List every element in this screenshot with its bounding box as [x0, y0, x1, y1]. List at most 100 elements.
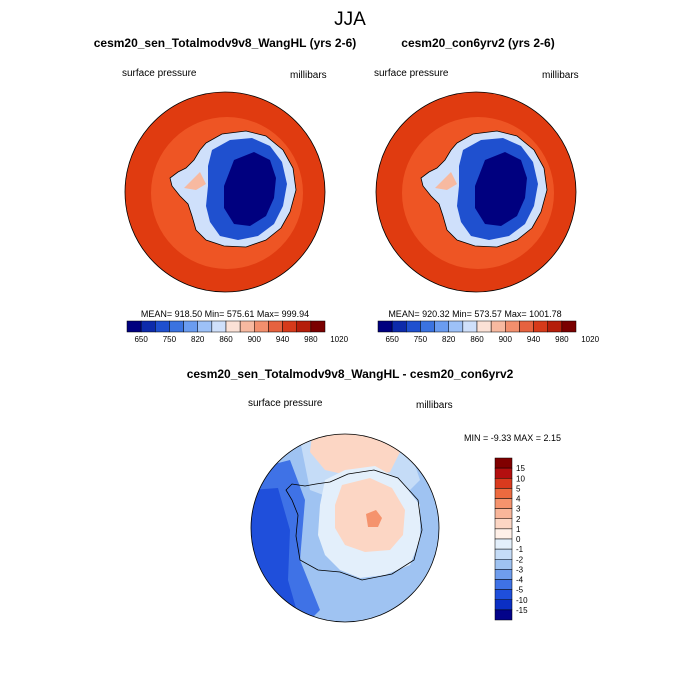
panel1-colorbar-swatch-12 [296, 320, 312, 333]
panel1-colorbar-tick-4: 900 [248, 335, 262, 344]
panel2-dome [475, 152, 527, 226]
panel3-colorbar-swatch-9 [494, 548, 513, 560]
panel3-colorbar-swatch-11 [494, 569, 513, 580]
panel3-colorbar-tick-0: 15 [516, 464, 525, 473]
panel2-title: cesm20_con6yrv2 (yrs 2-6) [401, 36, 555, 50]
panel3-colorbar-tick-4: 3 [516, 505, 521, 514]
panel3-colorbar-swatch-15 [494, 609, 513, 621]
panel3-center-max [366, 510, 382, 527]
panel2-penninsula [435, 172, 457, 190]
panel3-colorbar-swatch-2 [494, 478, 513, 489]
panel1-colorbar-swatch-0 [126, 320, 142, 333]
panel3-colorbar-swatch-12 [494, 579, 513, 590]
panel1-colorbar-swatch-10 [268, 320, 283, 333]
panel1-colorbar-swatch-6 [211, 320, 227, 333]
panel2-colorbar-swatch-9 [505, 320, 520, 333]
panel2-colorbar-swatch-8 [490, 320, 506, 333]
panel3-colorbar-tick-6: 1 [516, 525, 521, 534]
panel2-colorbar-tick-0: 650 [385, 335, 399, 344]
panel3-colorbar-swatch-4 [494, 498, 513, 509]
panel1-title: cesm20_sen_Totalmodv9v8_WangHL (yrs 2-6) [93, 36, 357, 50]
panel1-dome [224, 152, 276, 226]
panel1-right-label: millibars [290, 70, 327, 81]
panel3-colorbar-swatch-0 [494, 457, 513, 469]
panel2-colorbar-tick-1: 750 [414, 335, 428, 344]
panel3-colorbar-swatch-5 [494, 508, 513, 519]
panel1-colorbar-tick-0: 650 [134, 335, 148, 344]
panel3-colorbar-swatch-10 [494, 559, 513, 570]
panel3-colorbar-tick-5: 2 [516, 515, 521, 524]
panel3-stats: MIN = -9.33 MAX = 2.15 [464, 433, 562, 443]
panel1-coastline [169, 130, 297, 248]
panel2-colorbar-swatch-11 [533, 320, 548, 333]
panel1-colorbar-swatch-2 [155, 320, 170, 333]
panel2-colorbar-swatch-4 [434, 320, 449, 333]
panel3-colorbar-tick-1: 10 [516, 474, 525, 483]
panel2-colorbar-swatch-12 [547, 320, 563, 333]
panel3-colorbar-swatch-14 [494, 599, 513, 611]
panel2-colorbar-swatch-7 [476, 320, 492, 333]
panel3-colorbar-tick-12: -5 [516, 586, 524, 595]
panel3-colorbar-swatch-8 [494, 538, 513, 550]
panel1-colorbar-swatch-9 [254, 320, 269, 333]
panel3-colorbar-tick-10: -3 [516, 565, 524, 574]
panel3-colorbar-swatch-13 [494, 589, 513, 600]
panel1-colorbar-swatch-13 [310, 320, 326, 333]
panel2-colorbar-tick-7: 1020 [581, 335, 599, 344]
panel1-colorbar-swatch-5 [197, 320, 213, 333]
panel2-colorbar-tick-6: 980 [555, 335, 569, 344]
panel1-left-label: surface pressure [122, 68, 197, 79]
panel3-colorbar-tick-7: 0 [516, 535, 521, 544]
panel1-colorbar-swatch-1 [140, 320, 156, 333]
panel1-colorbar-swatch-7 [225, 320, 241, 333]
panel1-colorbar-swatch-11 [282, 320, 297, 333]
panel3-map [251, 434, 439, 622]
panel2-colorbar-tick-4: 900 [499, 335, 513, 344]
panel2-coastline [420, 130, 548, 248]
panel1-colorbar-swatch-4 [183, 320, 198, 333]
panel3-north-positive [310, 434, 400, 478]
panel2-colorbar-tick-2: 820 [442, 335, 456, 344]
panel3-colorbar-swatch-7 [494, 528, 513, 540]
panel3-title: cesm20_sen_Totalmodv9v8_WangHL - cesm20_… [186, 367, 514, 381]
panel2-map [376, 92, 576, 292]
panel3-colorbar-swatch-6 [494, 518, 513, 530]
panel3-colorbar-tick-2: 5 [516, 484, 521, 493]
panel3-colorbar-tick-13: -10 [516, 596, 528, 605]
panel3-colorbar-tick-11: -4 [516, 576, 524, 585]
panel1-colorbar-tick-2: 820 [191, 335, 205, 344]
panel3-map-border [250, 433, 440, 623]
panel1-penninsula [184, 172, 206, 190]
panel1-colorbar-tick-3: 860 [219, 335, 233, 344]
panel1-map [125, 92, 325, 292]
panel2-colorbar-swatch-0 [377, 320, 393, 333]
panel1-colorbar-tick-5: 940 [276, 335, 290, 344]
panel2-colorbar-swatch-5 [448, 320, 464, 333]
panel2-map-border [375, 91, 577, 293]
panel2-colorbar-tick-5: 940 [527, 335, 541, 344]
panel3-left-label: surface pressure [248, 398, 323, 409]
figure-title: JJA [334, 9, 366, 30]
panel2-colorbar-swatch-3 [420, 320, 435, 333]
panel3-colorbar-tick-3: 4 [516, 495, 521, 504]
panel3-right-label: millibars [416, 400, 453, 411]
panel3-colorbar-tick-8: -1 [516, 545, 524, 554]
panel2-colorbar-swatch-2 [406, 320, 421, 333]
panel1-colorbar-tick-1: 750 [163, 335, 177, 344]
panel2-right-label: millibars [542, 70, 579, 81]
panel2-stats: MEAN= 920.32 Min= 573.57 Max= 1001.78 [388, 309, 562, 319]
panel1-map-border [124, 91, 326, 293]
panel1-colorbar-tick-7: 1020 [330, 335, 348, 344]
panel3-colorbar-tick-14: -15 [516, 606, 528, 615]
panel2-colorbar-swatch-1 [391, 320, 407, 333]
panel2-colorbar-swatch-13 [561, 320, 577, 333]
panel2-colorbar-tick-3: 860 [470, 335, 484, 344]
panel1-stats: MEAN= 918.50 Min= 575.61 Max= 999.94 [140, 309, 310, 319]
panel3-colorbar-swatch-1 [494, 467, 513, 479]
panel3-coastline [285, 469, 423, 581]
panel1-colorbar-swatch-3 [169, 320, 184, 333]
panel2-colorbar-swatch-6 [462, 320, 478, 333]
panel2-colorbar-swatch-10 [519, 320, 534, 333]
panel2-left-label: surface pressure [374, 68, 449, 79]
